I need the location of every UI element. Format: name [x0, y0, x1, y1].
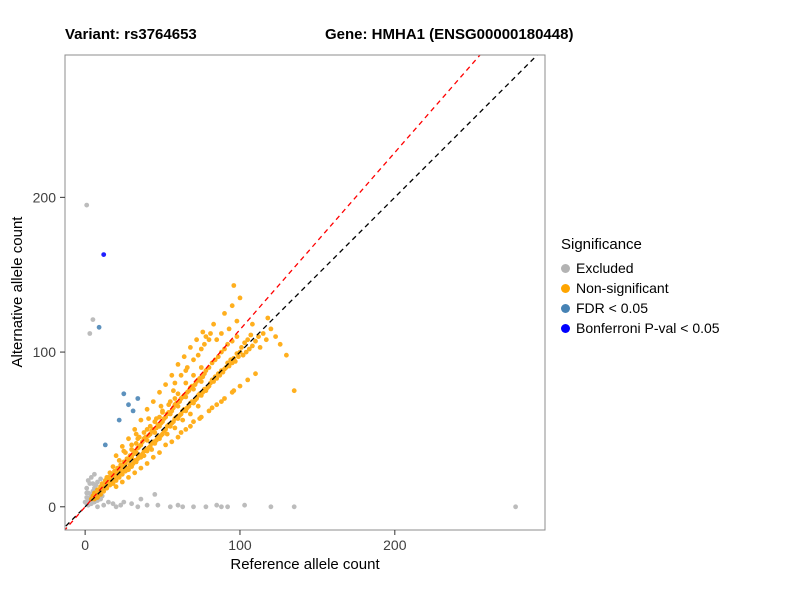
identity-line: [65, 55, 539, 528]
legend-item-label: FDR < 0.05: [576, 300, 648, 316]
legend: Significance Excluded Non-significant FDR …: [561, 236, 720, 338]
legend-items: Excluded Non-significant FDR < 0.05 Bonferr…: [561, 258, 720, 338]
reference-lines-layer: [65, 55, 539, 530]
x-tick-label: 100: [228, 537, 252, 553]
legend-dot: [561, 263, 570, 273]
y-tick-label: 200: [33, 189, 57, 205]
y-axis-label: Alternative allele count: [9, 216, 26, 368]
y-tick-label: 0: [48, 499, 56, 515]
variant-title: Variant: rs3764653: [65, 26, 197, 43]
data-points-layer: [82, 202, 518, 510]
panel-border: [64, 54, 546, 531]
legend-item-label: Excluded: [576, 260, 634, 276]
legend-item-label: Non-significant: [576, 280, 669, 296]
legend-item: Excluded: [561, 258, 720, 278]
legend-item: FDR < 0.05: [561, 298, 720, 318]
series-bonferroni-p-val-0-05: [101, 252, 107, 257]
legend-item-label: Bonferroni P-val < 0.05: [576, 320, 720, 336]
fitted-line: [65, 55, 481, 530]
legend-title: Significance: [561, 236, 642, 253]
x-axis-label: Reference allele count: [230, 556, 380, 573]
series-fdr-0-05: [96, 324, 141, 448]
y-tick-label: 100: [33, 344, 57, 360]
legend-dot: [561, 303, 570, 313]
legend-dot: [561, 323, 570, 333]
legend-dot: [561, 283, 570, 293]
legend-item: Non-significant: [561, 278, 720, 298]
x-tick-label: 200: [383, 537, 407, 553]
axis-ticks-layer: 0 100 200 0 100 200: [33, 189, 407, 553]
gene-title: Gene: HMHA1 (ENSG00000180448): [325, 26, 574, 43]
series-non-significant: [88, 283, 297, 502]
legend-item: Bonferroni P-val < 0.05: [561, 318, 720, 338]
x-tick-label: 0: [81, 537, 89, 553]
